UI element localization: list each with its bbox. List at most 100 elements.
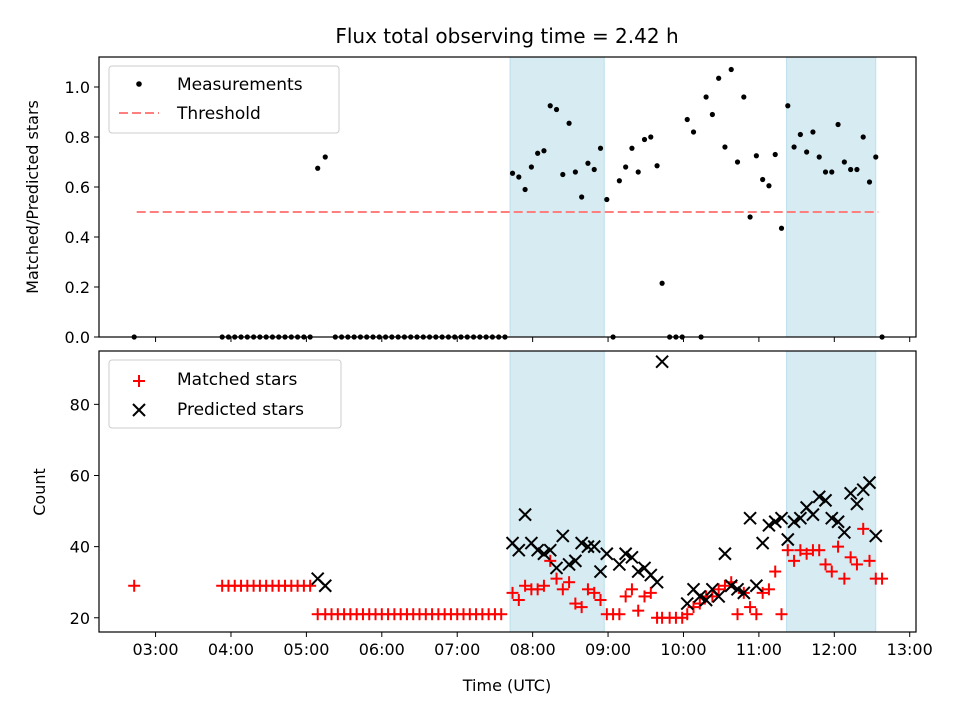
legend-predicted-marker xyxy=(132,403,146,417)
matched-star-point xyxy=(825,565,838,578)
matched-star-point xyxy=(544,554,557,567)
predicted-star-point xyxy=(768,515,782,529)
measurement-point xyxy=(547,103,553,109)
matched-star-point xyxy=(838,572,851,585)
measurement-point xyxy=(684,116,690,123)
measurement-point xyxy=(804,149,810,155)
predicted-star-point xyxy=(549,561,564,575)
bottom-legend: Matched stars Predicted stars xyxy=(108,359,342,429)
legend-matched-marker xyxy=(133,375,145,387)
predicted-star-point xyxy=(718,547,732,561)
measurement-point xyxy=(722,144,728,150)
predicted-star-point xyxy=(850,497,864,511)
measurement-point xyxy=(641,136,648,143)
bottom-panel: 03:00 04:00 05:00 06:00 07:00 08:00 09:00 10:00… xyxy=(30,350,933,695)
matched-star-point xyxy=(569,597,582,610)
predicted-star-point xyxy=(743,511,757,525)
predicted-star-point xyxy=(655,354,669,369)
predicted-star-point xyxy=(737,586,751,600)
matched-star-point xyxy=(519,579,532,592)
measurement-point xyxy=(760,176,766,183)
y-tick-label: 0.4 xyxy=(65,228,90,247)
matched-star-point xyxy=(769,565,782,578)
predicted-star-point xyxy=(749,579,764,593)
predicted-star-point xyxy=(862,475,877,490)
predicted-star-point xyxy=(562,557,576,572)
matched-star-point xyxy=(863,554,876,567)
legend-measurements-label: Measurements xyxy=(177,75,303,95)
measurement-point xyxy=(648,134,654,140)
y-tick-label: 0.2 xyxy=(65,278,90,297)
predicted-star-point xyxy=(543,543,557,557)
measurement-point xyxy=(703,94,709,100)
measurement-point xyxy=(829,169,835,175)
measurement-point xyxy=(709,111,715,118)
predicted-star-point xyxy=(518,507,532,522)
measurement-point xyxy=(854,166,860,173)
matched-star-point xyxy=(819,558,832,571)
measurement-point xyxy=(623,164,629,170)
measurement-point xyxy=(741,94,747,100)
predicted-star-point xyxy=(869,529,883,543)
matched-star-point xyxy=(857,522,870,535)
matched-star-point xyxy=(625,583,638,596)
predicted-star-point xyxy=(680,596,694,611)
predicted-star-point xyxy=(568,554,583,568)
measurement-point xyxy=(509,170,516,176)
measurement-point xyxy=(560,171,566,178)
predicted-star-point xyxy=(612,557,627,572)
matched-star-point xyxy=(550,572,563,585)
matched-star-point xyxy=(844,551,857,564)
x-tick-label: 12:00 xyxy=(811,640,857,659)
predicted-star-point xyxy=(806,507,820,522)
matched-star-point xyxy=(588,586,601,599)
measurement-point xyxy=(822,169,829,175)
predicted-stars-series xyxy=(310,354,883,611)
measurement-point xyxy=(866,179,873,185)
matched-star-point xyxy=(813,544,826,557)
x-tick-label: 11:00 xyxy=(736,640,782,659)
x-tick-label: 09:00 xyxy=(585,640,631,659)
predicted-star-point xyxy=(618,547,633,561)
measurement-point xyxy=(753,153,759,159)
predicted-star-point xyxy=(831,515,845,529)
predicted-star-point xyxy=(812,490,826,504)
predicted-star-point xyxy=(625,550,639,565)
measurement-point xyxy=(797,131,803,138)
predicted-star-point xyxy=(843,486,858,500)
top-legend: Measurements Threshold xyxy=(108,65,340,134)
measurement-point xyxy=(541,148,547,154)
measurement-point xyxy=(791,144,797,150)
measurement-point xyxy=(772,151,778,158)
measurement-point xyxy=(785,103,791,109)
predicted-star-point xyxy=(730,582,745,597)
matched-star-point xyxy=(781,544,794,557)
matched-star-point xyxy=(304,579,317,592)
measurement-point xyxy=(654,163,660,169)
predicted-star-point xyxy=(781,532,795,547)
matched-star-point xyxy=(594,593,607,606)
predicted-star-point xyxy=(699,593,713,607)
measurement-point xyxy=(566,120,572,126)
measurement-point xyxy=(816,154,822,160)
x-tick-label: 08:00 xyxy=(510,640,556,659)
predicted-star-point xyxy=(724,579,738,593)
y-tick-label: 40 xyxy=(70,538,90,557)
matched-star-point xyxy=(718,579,731,592)
measurement-point xyxy=(322,154,328,160)
top-y-axis-label: Matched/Predicted stars xyxy=(23,100,42,294)
y-tick-label: 0.8 xyxy=(65,128,90,147)
matched-star-point xyxy=(644,586,657,599)
measurement-point xyxy=(728,66,734,73)
predicted-star-point xyxy=(693,589,707,604)
highlight-span xyxy=(509,56,605,338)
measurement-point xyxy=(873,154,879,160)
measurement-point xyxy=(572,169,578,175)
measurement-point xyxy=(528,164,534,170)
matched-star-point xyxy=(575,601,588,614)
measurement-point xyxy=(635,169,641,175)
measurement-point xyxy=(747,214,753,220)
measurement-point xyxy=(810,129,816,135)
y-tick-label: 0.6 xyxy=(65,178,90,197)
